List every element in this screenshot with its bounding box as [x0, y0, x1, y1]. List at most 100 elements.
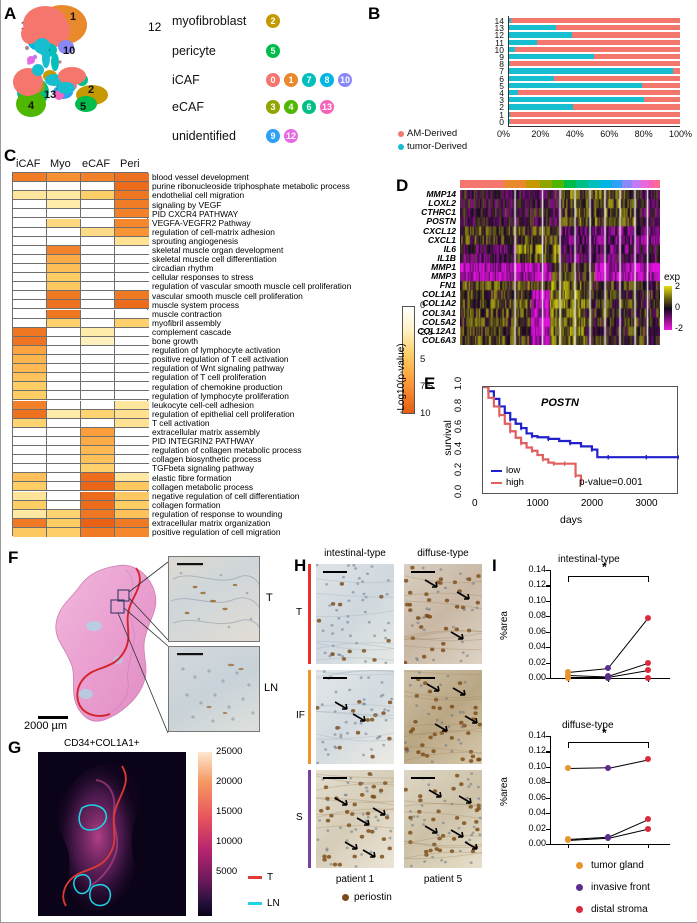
- panel-h-rowbar-t: [308, 564, 311, 664]
- panel-c-cell: [47, 236, 81, 246]
- panel-h-rowbar-s: [308, 770, 311, 868]
- panel-c-cell: [81, 327, 115, 337]
- panel-c-term: T cell activation: [152, 417, 210, 428]
- panel-i-ytickmark: [546, 828, 550, 830]
- panel-b-bar-row: [508, 82, 680, 88]
- cluster-dot-4: 4: [284, 100, 298, 114]
- panel-e-legend-high: high: [491, 477, 524, 488]
- panel-c-cell: [115, 300, 149, 310]
- bar-segment-tumor-derived: [508, 18, 512, 24]
- panel-c-term: PID INTEGRIN2 PATHWAY: [152, 436, 255, 447]
- panel-i-ytick: 0.00: [528, 838, 546, 848]
- panel-b-ytick: 7: [499, 66, 504, 77]
- panel-c-cell: [47, 382, 81, 392]
- panel-h-cell-texture: [404, 772, 482, 868]
- panel-a-legend-dots: 9 12: [266, 129, 302, 143]
- panel-i-significance-tick: [648, 576, 650, 582]
- bar-segment-am-derived: [642, 82, 680, 88]
- cluster-dot-6: 6: [302, 100, 316, 114]
- panel-c-cell: [13, 418, 47, 428]
- panel-d-exp-tick: 2: [675, 281, 681, 291]
- panel-h-scalebar: [323, 677, 347, 680]
- panel-c-cell: [81, 254, 115, 264]
- panel-c-cell: [47, 327, 81, 337]
- panel-c-cell: [47, 446, 81, 456]
- panel-c-term: regulation of lymphocyte activation: [152, 345, 281, 356]
- panel-c-cell: [115, 355, 149, 365]
- panel-c-term: regulation of epithelial cell proliferat…: [152, 408, 295, 419]
- cluster-dot-3: 3: [266, 100, 280, 114]
- panel-c-cell: [47, 418, 81, 428]
- panel-c-cell: [47, 518, 81, 528]
- pointer-arrow-icon: [458, 795, 472, 804]
- panel-e-ytick: 1.0: [453, 376, 465, 391]
- panel-h-rowlabel-t: T: [296, 607, 303, 618]
- panel-i-legend-tumor-gland: tumor gland: [576, 860, 644, 871]
- panel-d-gene-label: MMP1: [431, 262, 456, 272]
- panel-c-cell: [115, 500, 149, 510]
- bar-segment-am-derived: [509, 111, 680, 117]
- panel-c-cell: [13, 391, 47, 401]
- panel-h-scalebar: [411, 571, 435, 574]
- panel-i-significance-tick: [648, 742, 650, 748]
- panel-c-term: regulation of T cell proliferation: [152, 372, 267, 383]
- panel-c-cell: [81, 518, 115, 528]
- panel-i-ytickmark: [546, 570, 550, 572]
- panel-c-cell: [115, 482, 149, 492]
- panel-g-colorbar-tick: 5000: [216, 866, 238, 877]
- panel-i-datapoint: [645, 660, 651, 667]
- panel-c-cell: [115, 327, 149, 337]
- panel-i-connector-line: [568, 677, 608, 679]
- panel-d-gene-label: CXCL12: [423, 225, 456, 236]
- panel-i-connector-line: [607, 819, 649, 839]
- panel-g-legend-T: T: [248, 872, 273, 883]
- panel-c-cell: [47, 291, 81, 301]
- panel-i-significance-star: *: [602, 560, 607, 574]
- panel-c-cell: [115, 345, 149, 355]
- panel-a-letter: A: [4, 4, 17, 23]
- panel-c-cell: [47, 473, 81, 483]
- panel-c-cell: [81, 500, 115, 510]
- panel-i-ytick: 0.08: [528, 776, 546, 787]
- panel-b-ytick: 13: [494, 23, 504, 34]
- panel-i-ytickmark: [546, 600, 550, 603]
- panel-b-bar-row: [508, 118, 680, 124]
- panel-c-cell: [13, 291, 47, 301]
- pointer-arrow-icon: [428, 789, 442, 798]
- panel-c-cell: [81, 291, 115, 301]
- panel-c-cell: [115, 391, 149, 401]
- panel-c-term: extracellular matrix assembly: [152, 427, 260, 437]
- panel-i-ytickmark: [546, 616, 550, 618]
- panel-i-ytick: 0.14: [528, 564, 546, 574]
- panel-c-cell: [81, 218, 115, 228]
- legend-line-low-icon: [491, 469, 502, 472]
- panel-c-cell: [13, 327, 47, 337]
- panel-d-gene-label: MMP3: [431, 271, 456, 282]
- panel-c-term: negative regulation of cell differentiat…: [152, 490, 300, 501]
- pointer-arrow-icon: [464, 715, 478, 724]
- panel-c-cell: [13, 373, 47, 383]
- panel-c-cell: [115, 336, 149, 346]
- panel-c-cell: [115, 254, 149, 264]
- panel-d-gene-label: IL6: [443, 243, 456, 254]
- cluster-dot-9: 9: [266, 129, 280, 143]
- bar-segment-tumor-derived: [508, 39, 538, 45]
- bar-segment-tumor-derived: [508, 97, 644, 103]
- panel-i-datapoint: [645, 816, 651, 823]
- panel-d-cluster-strip-11: [632, 180, 640, 188]
- panel-c-cell: [13, 300, 47, 310]
- panel-c-cell: [115, 427, 149, 437]
- panel-c-cell: [81, 182, 115, 192]
- panel-a-legend-label: unidentified: [172, 129, 236, 143]
- panel-b-bar-row: [508, 39, 680, 45]
- panel-i-connector-line: [607, 759, 649, 769]
- panel-b-legend-am: AM-Derived: [398, 128, 457, 139]
- panel-c-cell: [13, 191, 47, 201]
- panel-c-cell: [13, 254, 47, 264]
- panel-i-letter: I: [492, 556, 497, 575]
- panel-c-cell: [47, 464, 81, 474]
- panel-g-graphic: [38, 752, 186, 916]
- panel-i-ytick: 0.06: [528, 625, 546, 636]
- legend-label-high: high: [506, 477, 524, 488]
- panel-c-cell: [47, 173, 81, 183]
